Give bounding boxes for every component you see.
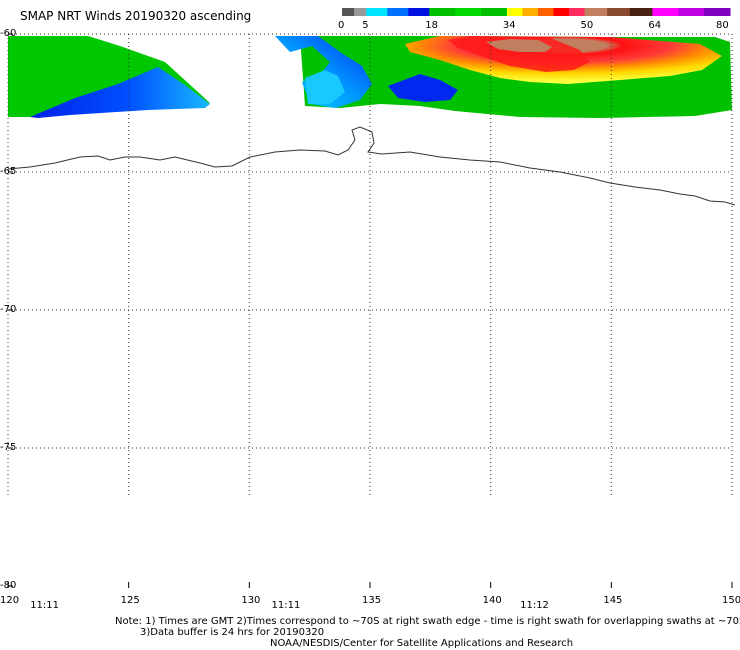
note-line-3: NOAA/NESDIS/Center for Satellite Applica…: [270, 638, 574, 649]
lon-label: 135: [362, 595, 382, 606]
axis-ticks: [7, 33, 733, 588]
note-line-2: 3)Data buffer is 24 hrs for 20190320: [140, 627, 325, 638]
coastline: [7, 126, 736, 206]
colorbar-swatch: [481, 8, 508, 16]
note-line-1: Note: 1) Times are GMT 2)Times correspon…: [115, 616, 740, 627]
colorbar-swatch: [366, 8, 388, 16]
colorbar-label: 80: [716, 20, 729, 31]
colorbar-label: 5: [362, 20, 369, 31]
lon-label: 125: [120, 595, 140, 606]
swath-left-blue: [30, 67, 210, 118]
colorbar-swatch: [387, 8, 409, 16]
colorbar-label: 0: [338, 20, 345, 31]
colorbar-swatch: [584, 8, 608, 16]
colorbar-swatch: [506, 8, 523, 16]
time-label: 11:11: [271, 600, 301, 611]
colorbar-swatch: [652, 8, 679, 16]
lat-label: -70: [0, 304, 17, 315]
colorbar-swatch: [408, 8, 430, 16]
lat-label: -80: [0, 580, 17, 591]
colorbar-swatch: [568, 8, 585, 16]
colorbar-swatch: [429, 8, 456, 16]
lon-label: 150: [722, 595, 740, 606]
lat-label: -60: [0, 28, 17, 39]
lat-label: -75: [0, 442, 17, 453]
colorbar-label: 50: [580, 20, 594, 31]
lat-lon-grid: [7, 33, 733, 498]
lon-label: 130: [241, 595, 261, 606]
colorbar-swatch: [629, 8, 653, 16]
colorbar-swatch: [354, 8, 367, 16]
colorbar-swatch: [553, 8, 570, 16]
swath-right-blue-b: [388, 74, 458, 102]
colorbar-swatch: [522, 8, 539, 16]
colorbar-swatch: [537, 8, 554, 16]
colorbar-label: 34: [502, 20, 516, 31]
colorbar: [342, 8, 731, 16]
swath-storm-center: [486, 39, 552, 52]
swath-left: [8, 36, 210, 118]
swath-right: [275, 36, 732, 118]
swath-right-cyan: [305, 70, 345, 104]
map-title: SMAP NRT Winds 20190320 ascending: [20, 9, 252, 23]
colorbar-swatch: [704, 8, 731, 16]
colorbar-swatch: [678, 8, 705, 16]
colorbar-swatch: [342, 8, 355, 16]
colorbar-label: 64: [648, 20, 662, 31]
colorbar-swatch: [607, 8, 631, 16]
swath-storm-core: [448, 36, 590, 72]
time-label: 11:12: [520, 600, 549, 611]
colorbar-label: 18: [425, 20, 439, 31]
lat-label: -65: [0, 166, 17, 177]
time-label: 11:11: [30, 600, 60, 611]
lon-label: 145: [603, 595, 623, 606]
colorbar-swatch: [455, 8, 482, 16]
lon-label: 120: [0, 595, 20, 606]
lon-label: 140: [482, 595, 502, 606]
